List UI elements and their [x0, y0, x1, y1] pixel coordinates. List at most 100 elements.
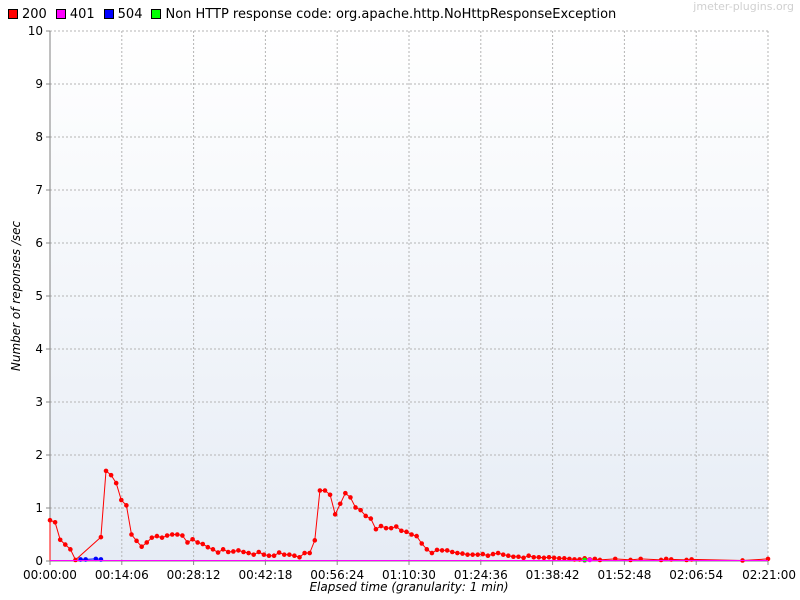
data-point	[57, 537, 63, 543]
data-point	[98, 557, 104, 562]
legend-swatch	[55, 9, 66, 19]
legend-item-4: Non HTTP response code: org.apache.http.…	[151, 7, 616, 22]
legend-item-1: 200	[8, 7, 47, 22]
data-point	[108, 472, 114, 478]
data-point	[363, 513, 369, 519]
data-point	[175, 532, 180, 537]
data-point	[241, 549, 246, 555]
data-point	[180, 533, 185, 538]
data-point	[531, 554, 537, 560]
data-point	[383, 525, 389, 531]
data-point	[404, 529, 409, 535]
data-point	[225, 549, 231, 555]
x-tick-label: 00:42:18	[238, 568, 292, 582]
data-point	[134, 538, 139, 544]
data-point	[292, 553, 297, 558]
x-tick-label: 00:14:06	[95, 568, 149, 582]
data-point	[185, 540, 190, 545]
data-point	[103, 468, 109, 474]
data-point	[658, 557, 664, 563]
data-point	[118, 497, 124, 503]
data-point	[190, 536, 195, 542]
data-point	[511, 554, 516, 560]
data-point	[668, 557, 674, 562]
data-point	[195, 540, 200, 545]
legend-item-3: 504	[103, 7, 142, 22]
x-tick-label: 01:52:48	[597, 568, 651, 582]
data-point	[409, 532, 414, 537]
data-point	[164, 533, 170, 538]
data-point	[460, 551, 465, 556]
data-point	[368, 516, 374, 521]
y-tick-label: 9	[35, 77, 43, 91]
data-point	[526, 553, 531, 558]
x-tick-label: 02:21:00	[742, 568, 796, 582]
legend-swatch	[103, 9, 114, 19]
y-tick-label: 10	[28, 24, 43, 38]
x-axis-label: Elapsed time (granularity: 1 min)	[309, 580, 508, 594]
y-axis-label: Number of reponses /sec	[9, 220, 23, 371]
data-point	[577, 557, 582, 562]
data-point	[307, 550, 313, 556]
data-point	[587, 557, 593, 563]
data-point	[378, 523, 384, 529]
data-point	[348, 495, 353, 500]
data-point	[353, 505, 358, 510]
data-point	[495, 550, 501, 556]
data-point	[689, 557, 694, 562]
data-point	[139, 544, 144, 549]
data-point	[144, 540, 150, 545]
data-point	[266, 553, 272, 558]
data-point	[470, 552, 475, 557]
data-point	[231, 549, 236, 554]
data-point	[129, 532, 134, 537]
data-point	[281, 552, 287, 557]
data-point	[393, 524, 399, 529]
x-tick-label: 00:56:24	[310, 568, 364, 582]
series-line	[80, 558, 101, 560]
data-point	[297, 554, 302, 560]
data-point	[124, 503, 129, 508]
data-point	[149, 535, 155, 540]
data-point	[465, 552, 470, 557]
data-point	[399, 528, 404, 534]
data-point	[169, 532, 175, 537]
data-point	[159, 535, 165, 540]
legend-label: 401	[69, 6, 95, 22]
legend-label: Non HTTP response code: org.apache.http.…	[165, 6, 617, 22]
series-layer	[47, 468, 771, 563]
y-tick-label: 4	[35, 342, 43, 356]
data-point	[246, 550, 251, 556]
data-point	[236, 548, 241, 553]
data-point	[358, 507, 363, 513]
data-point	[500, 552, 506, 557]
data-point	[317, 488, 323, 493]
data-point	[322, 488, 328, 493]
legend-item-2: 401	[55, 6, 95, 22]
data-point	[455, 550, 460, 556]
data-point	[276, 550, 282, 555]
data-point	[256, 549, 262, 555]
data-point	[480, 551, 486, 557]
data-point	[424, 547, 430, 552]
data-point	[312, 538, 318, 543]
data-point	[475, 552, 481, 557]
x-tick-label: 02:06:54	[669, 568, 723, 582]
data-point	[485, 553, 491, 558]
data-point	[78, 557, 83, 562]
x-tick-label: 00:00:00	[23, 568, 77, 582]
data-point	[541, 555, 547, 561]
series-200	[47, 468, 771, 563]
data-point	[546, 554, 552, 560]
data-point	[271, 553, 277, 558]
data-point	[302, 550, 307, 556]
data-point	[52, 520, 58, 525]
data-point	[684, 557, 689, 563]
data-point	[220, 547, 226, 552]
y-tick-label: 6	[35, 236, 43, 250]
data-point	[337, 501, 343, 507]
data-point	[429, 550, 435, 556]
data-point	[628, 557, 633, 563]
data-point	[261, 552, 267, 557]
